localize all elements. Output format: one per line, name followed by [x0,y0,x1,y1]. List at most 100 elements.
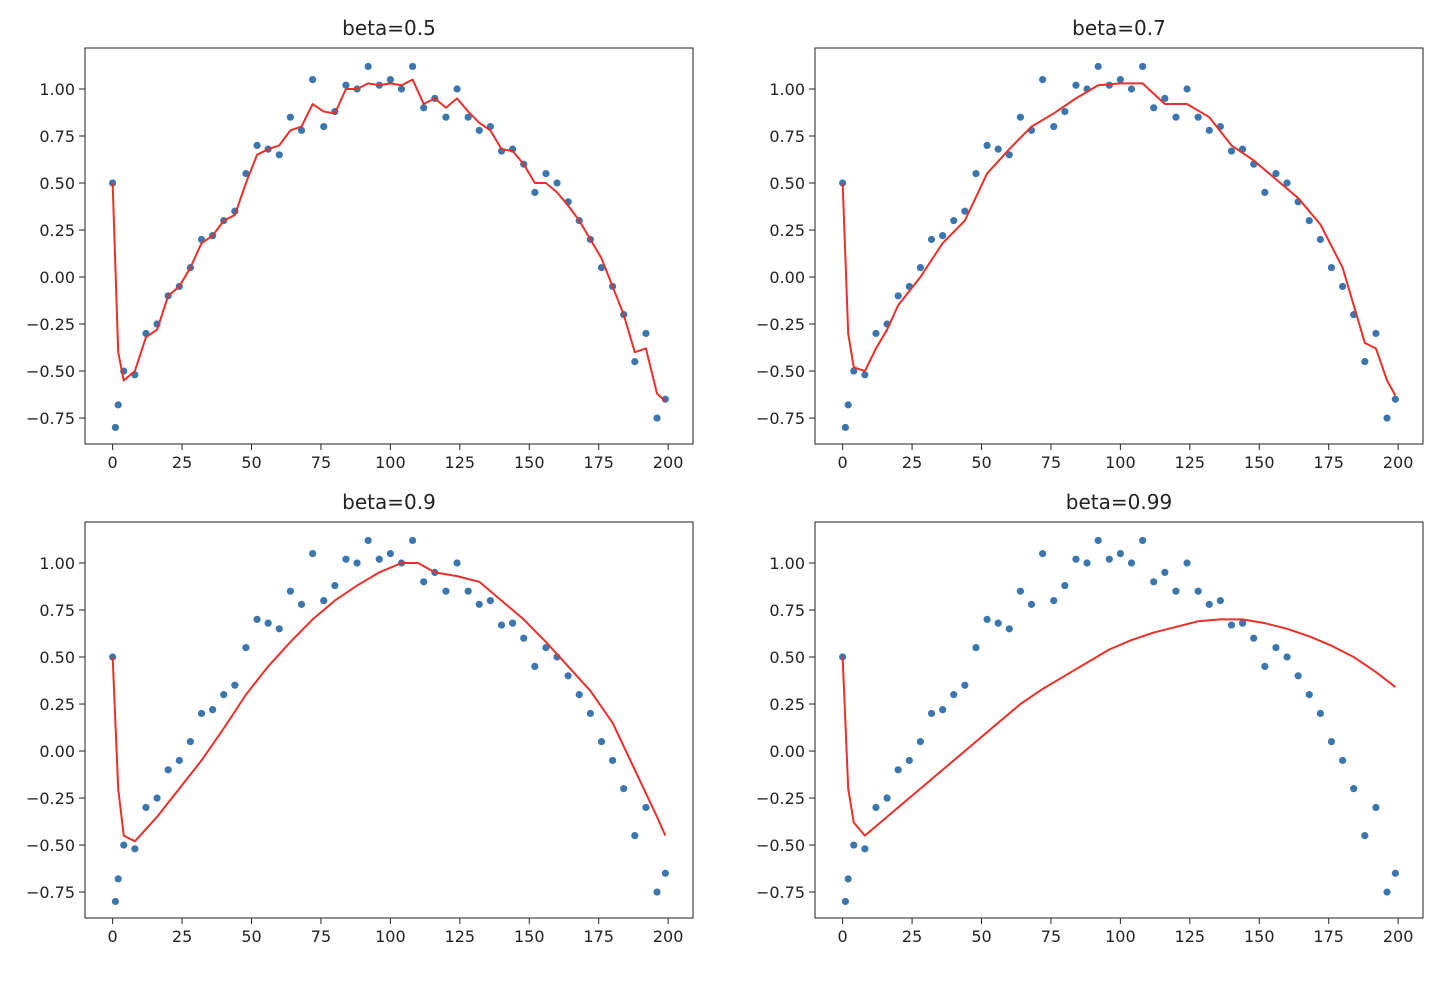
x-tick-label: 75 [311,453,331,472]
scatter-point [939,232,947,240]
scatter-point [420,104,428,112]
y-tick-label: 1.00 [769,80,805,99]
scatter-point [850,841,858,849]
scatter-point [486,596,494,605]
scatter-point [841,897,850,906]
scatter-point [631,358,639,366]
y-tick-label: 0.50 [39,648,75,667]
scatter-point [620,785,628,793]
scatter-point [464,587,472,595]
subplot-title: beta=0.9 [342,490,436,514]
scatter-point [916,264,925,272]
scatter-point [844,401,852,409]
scatter-point [1161,568,1169,576]
scatter-point [950,217,958,225]
scatter-point [927,235,936,244]
y-tick-label: 0.00 [39,742,75,761]
scatter-point [1216,596,1224,605]
scatter-point [1083,559,1091,567]
x-tick-label: 175 [1313,927,1344,946]
scatter-point [653,888,661,896]
subplot-title: beta=0.99 [1066,490,1172,514]
y-tick-label: 0.25 [769,221,805,240]
axes-frame [84,47,694,445]
scatter-point [475,600,483,608]
scatter-point [220,691,228,699]
scatter-point [894,292,902,300]
x-tick-label: 150 [514,453,545,472]
scatter-point [375,555,383,563]
scatter-point [209,706,217,714]
scatter-point [1361,832,1369,840]
scatter-point [1050,122,1058,131]
y-tick-label: −0.25 [756,789,805,808]
x-tick-label: 25 [902,927,922,946]
scatter-point [386,549,394,558]
scatter-point [531,188,539,197]
scatter-point [409,536,417,545]
scatter-point [1150,578,1158,586]
scatter-point [1050,596,1058,605]
scatter-point [253,141,261,150]
scatter-point [1327,264,1336,272]
scatter-point [242,170,250,178]
scatter-point [297,126,306,134]
scatter-point [1061,107,1069,116]
scatter-point [961,681,969,689]
scatter-point [1272,644,1280,652]
scatter-point [1194,113,1202,121]
subplot: beta=0.9 0 25 50 75 100 125 150 175 200 −0.75 −0.50… [26,490,694,946]
scatter-point [972,170,980,178]
scatter-point [1127,85,1136,93]
x-tick-label: 0 [838,927,848,946]
scatter-point [109,653,117,661]
x-tick-label: 0 [108,927,118,946]
scatter-point [309,549,317,558]
x-tick-label: 50 [241,927,261,946]
ema-line [111,78,667,402]
scatter-point [1261,188,1269,197]
scatter-point [1005,151,1013,159]
scatter-point [142,803,150,812]
scatter-point [1183,559,1191,567]
scatter-point [1127,559,1136,567]
scatter-point [1105,555,1113,563]
scatter-point [1183,85,1191,93]
x-tick-label: 50 [971,453,991,472]
scatter-point [1194,587,1202,595]
axes-frame [814,47,1424,445]
scatter-point [927,709,936,718]
scatter-point [850,367,858,375]
scatter-point [1283,653,1291,661]
scatter-point [520,634,528,642]
scatter-point [961,207,969,215]
x-tick-label: 100 [1105,453,1136,472]
scatter-point [508,619,517,627]
x-tick-label: 75 [1041,927,1061,946]
scatter-point [905,756,913,765]
scatter-point [286,113,294,121]
scatter-point [1039,549,1047,558]
x-tick-label: 200 [1383,927,1414,946]
subplot-title: beta=0.7 [1072,16,1166,40]
scatter-point [111,897,120,906]
scatter-point [631,832,639,840]
scatter-point [1016,587,1024,595]
scatter-point [839,653,847,661]
x-tick-label: 0 [838,453,848,472]
y-tick-label: 0.00 [769,268,805,287]
scatter-point [109,179,117,187]
y-tick-label: 1.00 [39,80,75,99]
scatter-point [253,615,261,624]
scatter-point [1205,600,1213,608]
x-tick-label: 150 [1244,927,1275,946]
scatter-point [364,62,372,71]
scatter-point [111,423,120,432]
x-tick-label: 0 [108,453,118,472]
axes-frame [814,521,1424,919]
scatter-point [894,766,902,774]
y-tick-label: 0.75 [769,127,805,146]
ema-line [111,561,667,843]
y-tick-label: −0.25 [26,789,75,808]
